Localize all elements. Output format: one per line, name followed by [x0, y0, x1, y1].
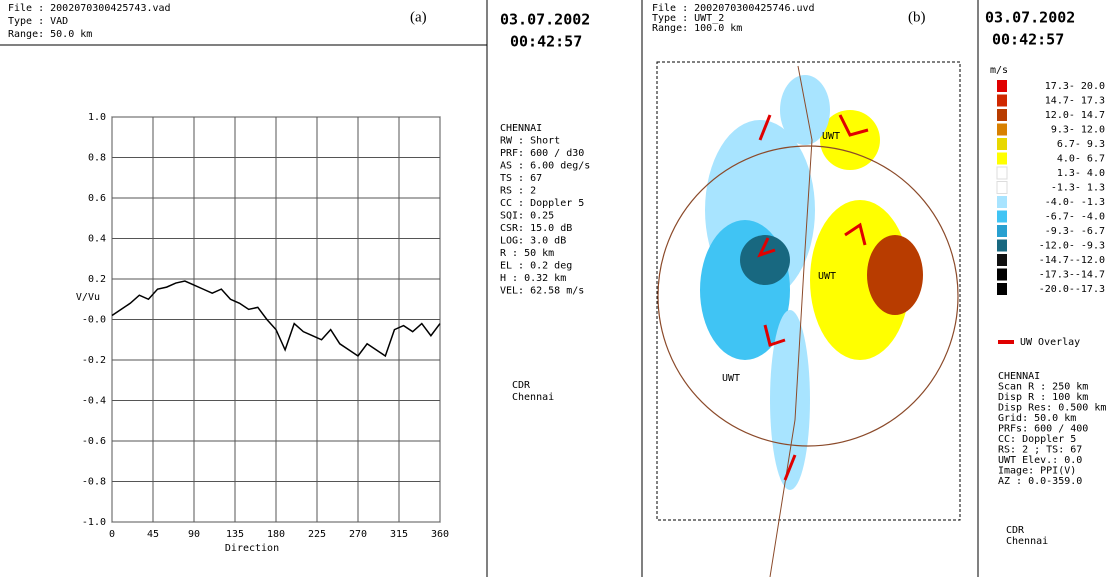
legend-label: -1.3- 1.3 [1051, 183, 1105, 194]
x-tick-label: 315 [390, 529, 408, 540]
param-line: Disp Res: 0.500 km [998, 403, 1106, 414]
legend-swatch [997, 167, 1007, 179]
overlay-label: UW Overlay [1020, 337, 1080, 348]
panel-label: (a) [410, 9, 427, 25]
legend-swatch [997, 283, 1007, 295]
header-line: File : 2002070300425743.vad [8, 3, 171, 14]
figure: (a) (b) Direction V/Vu UWT UWT UWT UW Ov… [0, 0, 1115, 577]
footer-line: CDR [512, 380, 531, 391]
param-line: R : 50 km [500, 248, 554, 259]
legend-swatch [997, 153, 1007, 165]
param-line: EL : 0.2 deg [500, 261, 572, 272]
param-line: CHENNAI [500, 123, 542, 134]
param-line: PRFs: 600 / 400 [998, 424, 1088, 435]
param-line: RS: 2 ; TS: 67 [998, 445, 1082, 456]
legend-swatch [997, 211, 1007, 223]
footer-line: Chennai [512, 392, 554, 403]
date: 03.07.2002 [985, 9, 1075, 27]
y-tick-label: -0.4 [82, 396, 106, 407]
param-line: LOG: 3.0 dB [500, 236, 566, 247]
y-axis-label: V/Vu [76, 292, 100, 303]
y-tick-label: 0.4 [88, 234, 106, 245]
y-tick-label: 1.0 [88, 112, 106, 123]
legend-label: -9.3- -6.7 [1045, 226, 1105, 237]
y-tick-label: -0.2 [82, 355, 106, 366]
param-line: UWT Elev.: 0.0 [998, 455, 1082, 466]
legend-swatch [997, 109, 1007, 121]
legend-label: 12.0- 14.7 [1045, 110, 1105, 121]
param-line: H : 0.32 km [500, 273, 566, 284]
header-line: Range: 100.0 km [652, 23, 742, 34]
param-line: TS : 67 [500, 173, 542, 184]
param-line: RW : Short [500, 136, 560, 147]
legend-swatch [997, 225, 1007, 237]
legend-label: -12.0- -9.3 [1039, 241, 1105, 252]
y-tick-label: 0.2 [88, 274, 106, 285]
x-tick-label: 270 [349, 529, 367, 540]
x-tick-label: 0 [109, 529, 115, 540]
param-line: RS : 2 [500, 186, 536, 197]
panel-label: (b) [908, 9, 926, 25]
legend-label: -6.7- -4.0 [1045, 212, 1105, 223]
legend-swatch [997, 196, 1007, 208]
y-tick-label: -1.0 [82, 517, 106, 528]
param-line: CHENNAI [998, 371, 1040, 382]
x-tick-label: 135 [226, 529, 244, 540]
legend-swatch [997, 269, 1007, 281]
legend-label: 1.3- 4.0 [1057, 168, 1105, 179]
legend-swatch [997, 124, 1007, 136]
overlay-swatch [998, 340, 1014, 344]
legend-label: 4.0- 6.7 [1057, 154, 1105, 165]
y-tick-label: 0.8 [88, 153, 106, 164]
param-line: AZ : 0.0-359.0 [998, 476, 1082, 487]
x-tick-label: 360 [431, 529, 449, 540]
header-line: Type : VAD [8, 16, 68, 27]
legend-swatch [997, 240, 1007, 252]
param-line: Image: PPI(V) [998, 466, 1076, 477]
legend-label: 6.7- 9.3 [1057, 139, 1105, 150]
legend-swatch [997, 182, 1007, 194]
param-line: CC: Doppler 5 [998, 434, 1076, 445]
legend-swatch [997, 138, 1007, 150]
param-line: VEL: 62.58 m/s [500, 286, 584, 297]
y-tick-label: -0.6 [82, 436, 106, 447]
legend-swatch [997, 80, 1007, 92]
legend-label: 14.7- 17.3 [1045, 96, 1105, 107]
radar-marker: UWT [722, 373, 740, 384]
legend-swatch [997, 95, 1007, 107]
x-axis-label: Direction [225, 543, 279, 554]
param-line: PRF: 600 / d30 [500, 148, 584, 159]
legend-swatch [997, 254, 1007, 266]
radar-marker: UWT [818, 271, 836, 282]
legend-label: -4.0- -1.3 [1045, 197, 1105, 208]
param-line: CC : Doppler 5 [500, 198, 584, 209]
param-line: Disp R : 100 km [998, 392, 1088, 403]
date: 03.07.2002 [500, 11, 590, 29]
legend-label: -20.0--17.3 [1039, 284, 1105, 295]
y-tick-label: -0.0 [82, 315, 106, 326]
footer-line: CDR [1006, 525, 1025, 536]
time: 00:42:57 [992, 31, 1064, 49]
unit: m/s [990, 65, 1008, 76]
param-line: SQI: 0.25 [500, 211, 554, 222]
radar-marker: UWT [822, 131, 840, 142]
footer-line: Chennai [1006, 536, 1048, 547]
header-line: Range: 50.0 km [8, 29, 92, 40]
y-tick-label: 0.6 [88, 193, 106, 204]
time: 00:42:57 [510, 33, 582, 51]
legend-label: 17.3- 20.0 [1045, 81, 1105, 92]
x-tick-label: 225 [308, 529, 326, 540]
legend-label: -14.7--12.0 [1039, 255, 1105, 266]
x-tick-label: 45 [147, 529, 159, 540]
x-tick-label: 90 [188, 529, 200, 540]
x-tick-label: 180 [267, 529, 285, 540]
param-line: Grid: 50.0 km [998, 413, 1076, 424]
y-tick-label: -0.8 [82, 477, 106, 488]
legend-label: 9.3- 12.0 [1051, 125, 1105, 136]
param-line: Scan R : 250 km [998, 382, 1088, 393]
param-line: AS : 6.00 deg/s [500, 161, 590, 172]
legend-label: -17.3--14.7 [1039, 270, 1105, 281]
param-line: CSR: 15.0 dB [500, 223, 572, 234]
page: {"chart_data": {"type": "line", "panel_l… [0, 0, 1115, 577]
